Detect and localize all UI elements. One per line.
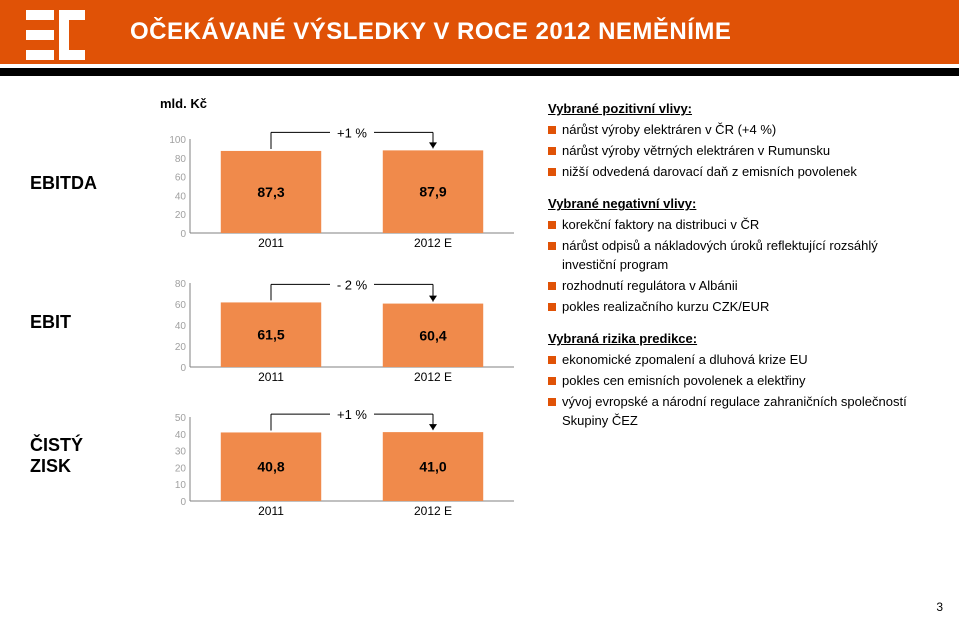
svg-text:40: 40: [175, 191, 187, 202]
chart-net: 0 10 20 30 40 50 40,8 2011 41,0 2012 E +1 %: [160, 391, 520, 521]
svg-text:60,4: 60,4: [419, 327, 446, 343]
chart-ebitda: 0 20 40 60 80 100 87,3 2011 87,9 2012 E +1 %: [160, 113, 520, 253]
list-item: pokles realizačního kurzu CZK/EUR: [548, 298, 928, 317]
page-number: 3: [936, 600, 943, 614]
svg-text:2011: 2011: [258, 370, 284, 384]
svg-text:+1 %: +1 %: [337, 125, 367, 140]
list-item: nižší odvedená darovací daň z emisních p…: [548, 163, 928, 182]
chart-label-ebit: EBIT: [30, 312, 160, 333]
negative-list: korekční faktory na distribuci v ČR nárůs…: [548, 216, 928, 316]
header-underline: [0, 68, 959, 76]
negative-heading: Vybrané negativní vlivy:: [548, 195, 928, 214]
svg-text:40: 40: [175, 321, 187, 332]
svg-text:+1 %: +1 %: [337, 407, 367, 422]
svg-text:40: 40: [175, 430, 187, 441]
list-item: rozhodnutí regulátora v Albánii: [548, 277, 928, 296]
svg-text:2012 E: 2012 E: [414, 236, 452, 250]
svg-text:87,3: 87,3: [257, 184, 284, 200]
list-item: pokles cen emisních povolenek a elektřin…: [548, 372, 928, 391]
svg-text:0: 0: [180, 229, 186, 240]
unit-label: mld. Kč: [160, 96, 530, 111]
svg-text:87,9: 87,9: [419, 184, 446, 200]
brand-logo: [26, 6, 86, 62]
svg-text:2012 E: 2012 E: [414, 370, 452, 384]
svg-text:40,8: 40,8: [257, 459, 284, 475]
svg-text:0: 0: [180, 363, 186, 374]
svg-text:0: 0: [180, 497, 186, 508]
list-item: korekční faktory na distribuci v ČR: [548, 216, 928, 235]
svg-text:20: 20: [175, 210, 187, 221]
list-item: nárůst výroby větrných elektráren v Rumu…: [548, 142, 928, 161]
svg-text:2012 E: 2012 E: [414, 504, 452, 518]
svg-text:20: 20: [175, 342, 187, 353]
positive-heading: Vybrané pozitivní vlivy:: [548, 100, 928, 119]
svg-text:2011: 2011: [258, 236, 284, 250]
header-bar: OČEKÁVANÉ VÝSLEDKY V ROCE 2012 NEMĚNÍME: [0, 0, 959, 64]
risk-list: ekonomické zpomalení a dluhová krize EU p…: [548, 351, 928, 430]
chart-label-ebitda: EBITDA: [30, 173, 160, 194]
chart-label-net: ČISTÝZISK: [30, 435, 160, 477]
svg-text:60: 60: [175, 173, 187, 184]
svg-text:30: 30: [175, 447, 187, 458]
svg-text:80: 80: [175, 154, 187, 165]
positive-list: nárůst výroby elektráren v ČR (+4 %) nárů…: [548, 121, 928, 182]
list-item: nárůst výroby elektráren v ČR (+4 %): [548, 121, 928, 140]
svg-text:2011: 2011: [258, 504, 284, 518]
svg-text:- 2 %: - 2 %: [337, 277, 368, 292]
list-item: vývoj evropské a národní regulace zahran…: [548, 393, 928, 431]
svg-text:61,5: 61,5: [257, 327, 284, 343]
svg-text:50: 50: [175, 413, 187, 424]
page-title: OČEKÁVANÉ VÝSLEDKY V ROCE 2012 NEMĚNÍME: [130, 18, 731, 46]
list-item: nárůst odpisů a nákladových úroků reflek…: [548, 237, 928, 275]
svg-text:60: 60: [175, 300, 187, 311]
list-item: ekonomické zpomalení a dluhová krize EU: [548, 351, 928, 370]
svg-text:80: 80: [175, 279, 187, 290]
svg-text:20: 20: [175, 463, 187, 474]
svg-text:10: 10: [175, 480, 187, 491]
chart-ebit: 0 20 40 60 80 61,5 2011 60,4 2012 E - 2 %: [160, 257, 520, 387]
svg-text:41,0: 41,0: [419, 459, 446, 475]
svg-text:100: 100: [169, 135, 186, 146]
risk-heading: Vybraná rizika predikce:: [548, 330, 928, 349]
